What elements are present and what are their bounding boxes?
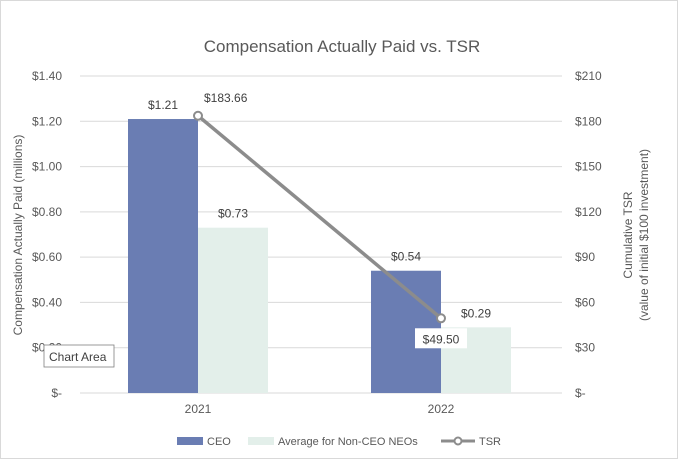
y-tick-label: $1.20: [32, 114, 62, 128]
neo-bar-2021: [198, 227, 268, 393]
tsr-line: [196, 114, 443, 320]
legend-marker-tsr: [453, 436, 463, 446]
y2-axis-label-line2: (value of initial $100 investment): [637, 149, 651, 321]
y-axis-label: Compensation Actually Paid (millions): [11, 135, 25, 336]
ceo-bar-2021: [128, 119, 198, 394]
data-labels: $1.21 $0.54 $0.73 $0.29 $183.66 $49.50: [148, 91, 491, 349]
x-tick-label: 2021: [185, 402, 212, 416]
y2-tick-label: $180: [575, 114, 602, 128]
chart-area-border: [0, 0, 678, 459]
legend-label-tsr: TSR: [479, 436, 501, 448]
y2-tick-label: $60: [575, 295, 595, 309]
y2-tick-label: $150: [575, 160, 602, 174]
tsr-line-layer: [193, 110, 446, 324]
chart-title: Compensation Actually Paid vs. TSR: [204, 37, 481, 56]
y-tick-label: $1.40: [32, 69, 62, 83]
y2-tick-label: $210: [575, 69, 602, 83]
bars: [128, 119, 511, 394]
legend-label-neo: Average for Non-CEO NEOs: [278, 436, 418, 448]
y-tick-label: $-: [51, 386, 62, 400]
legend-swatch-ceo: [177, 437, 203, 445]
tsr-point: [436, 313, 446, 324]
right-axis-ticks: $- $30 $60 $90 $120 $150 $180 $210: [575, 69, 602, 400]
x-tick-label: 2022: [428, 402, 455, 416]
y2-tick-label: $120: [575, 205, 602, 219]
legend: CEO Average for Non-CEO NEOs TSR: [177, 436, 501, 448]
y2-axis-label-line1: Cumulative TSR: [621, 191, 635, 278]
y2-tick-label: $30: [575, 341, 595, 355]
y2-tick-label: $-: [575, 386, 586, 400]
bar-data-label: $0.73: [218, 207, 248, 221]
chart-area-tooltip: Chart Area: [43, 344, 115, 368]
bar-data-label: $0.29: [461, 306, 491, 320]
bar-data-label: $1.21: [148, 98, 178, 112]
tsr-label-bg: [415, 328, 467, 349]
tsr-point: [193, 110, 203, 121]
tooltip-box: [43, 344, 115, 368]
legend-swatch-neo: [248, 437, 274, 445]
y2-tick-label: $90: [575, 250, 595, 264]
y-tick-label: $0.40: [32, 295, 62, 309]
y-tick-label: $0.60: [32, 250, 62, 264]
legend-label-ceo: CEO: [207, 436, 231, 448]
tsr-data-label: $183.66: [204, 91, 248, 105]
tsr-data-label: $49.50: [423, 332, 460, 346]
tooltip-text: Chart Area: [49, 350, 107, 364]
bar-data-label: $0.54: [391, 250, 421, 264]
x-axis-ticks: 2021 2022: [185, 402, 455, 416]
y-tick-label: $0.80: [32, 205, 62, 219]
y-tick-label: $1.00: [32, 160, 62, 174]
